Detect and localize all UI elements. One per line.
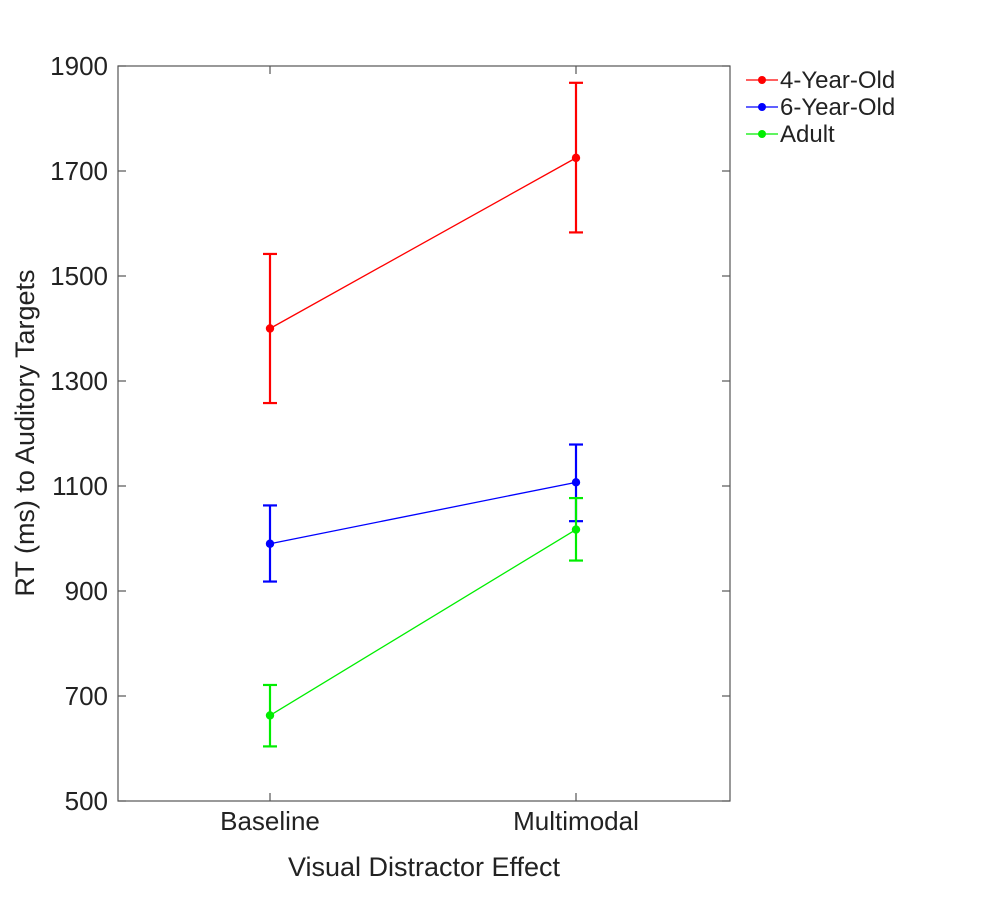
legend-marker-6-year-old — [758, 103, 766, 111]
y-axis-title: RT (ms) to Auditory Targets — [10, 269, 40, 596]
data-point-6-year-old — [571, 478, 581, 487]
x-tick-label: Baseline — [220, 806, 320, 836]
x-tick-label: Multimodal — [513, 806, 639, 836]
series-line-adult — [269, 529, 577, 716]
plot-frame — [117, 65, 731, 802]
data-point-adult — [265, 711, 275, 720]
y-tick-label: 1100 — [52, 471, 108, 501]
series-line-6-year-old — [269, 481, 577, 545]
y-tick-label: 1500 — [50, 261, 108, 291]
data-point-adult — [571, 525, 581, 534]
y-tick-label: 900 — [65, 576, 108, 606]
data-point-4-year-old — [571, 153, 581, 163]
y-tick-label: 700 — [65, 681, 108, 711]
y-tick-label: 1900 — [50, 51, 108, 81]
legend-label-6-year-old: 6-Year-Old — [780, 94, 895, 121]
plot-area: 500 700 900 1100 1300 1500 1700 1900 Baseline Mul… — [50, 51, 731, 836]
y-tick-label: 1700 — [50, 156, 108, 186]
series-line-4-year-old — [269, 157, 577, 330]
y-tick-label: 1300 — [50, 366, 108, 396]
legend-label-adult: Adult — [780, 121, 835, 148]
y-tick-label: 500 — [65, 786, 108, 816]
legend-marker-4-year-old — [758, 76, 766, 84]
data-point-4-year-old — [265, 324, 275, 333]
legend-marker-adult — [758, 130, 766, 138]
x-axis-title: Visual Distractor Effect — [288, 852, 561, 882]
legend-label-4-year-old: 4-Year-Old — [780, 67, 895, 94]
data-point-6-year-old — [265, 539, 275, 548]
